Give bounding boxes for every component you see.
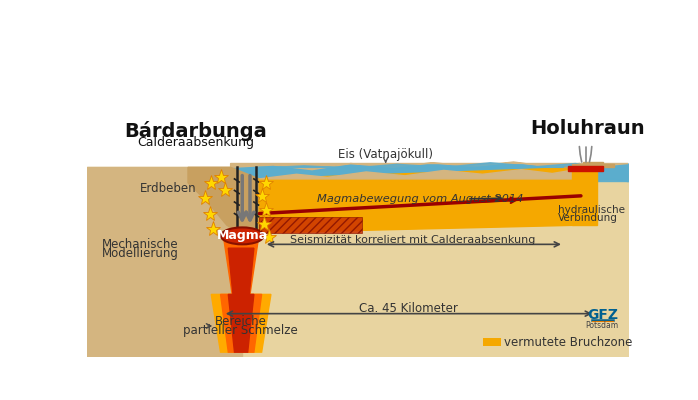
Polygon shape xyxy=(259,218,362,233)
Text: Eis (Vatnajökull): Eis (Vatnajökull) xyxy=(338,148,433,161)
Text: Potsdam: Potsdam xyxy=(586,322,618,330)
Text: GFZ: GFZ xyxy=(587,308,618,322)
Text: Seismizität korreliert mit Calderaabsenkung: Seismizität korreliert mit Calderaabsenk… xyxy=(290,235,535,245)
Text: Calderaabsenkung: Calderaabsenkung xyxy=(138,136,254,149)
Bar xyxy=(482,338,501,346)
Text: Bárdarbunga: Bárdarbunga xyxy=(124,121,267,141)
Text: vermutete Bruchzone: vermutete Bruchzone xyxy=(504,336,632,349)
Text: Ca. 45 Kilometer: Ca. 45 Kilometer xyxy=(359,302,459,315)
Text: Magma: Magma xyxy=(216,229,268,242)
Polygon shape xyxy=(564,162,614,167)
Text: Mechanische: Mechanische xyxy=(102,238,178,251)
Text: Bereiche: Bereiche xyxy=(215,315,267,328)
Text: Erdbeben: Erdbeben xyxy=(140,182,197,196)
Ellipse shape xyxy=(221,228,264,244)
Text: hydraulische: hydraulische xyxy=(558,205,625,215)
Polygon shape xyxy=(221,294,262,352)
Text: partieller Schmelze: partieller Schmelze xyxy=(184,324,298,337)
Polygon shape xyxy=(230,164,628,181)
Polygon shape xyxy=(259,167,584,233)
Polygon shape xyxy=(188,167,259,233)
Polygon shape xyxy=(211,294,271,352)
Polygon shape xyxy=(228,248,254,310)
Polygon shape xyxy=(259,167,584,179)
Polygon shape xyxy=(572,167,597,225)
Polygon shape xyxy=(259,163,584,168)
Polygon shape xyxy=(223,233,259,294)
Text: Magmabewegung vom August 2014: Magmabewegung vom August 2014 xyxy=(318,194,524,204)
Polygon shape xyxy=(228,294,254,352)
Polygon shape xyxy=(567,166,602,171)
Text: Verbindung: Verbindung xyxy=(558,213,618,223)
Text: Holuhraun: Holuhraun xyxy=(530,119,644,138)
Polygon shape xyxy=(230,162,628,170)
Text: Modellierung: Modellierung xyxy=(101,247,179,260)
